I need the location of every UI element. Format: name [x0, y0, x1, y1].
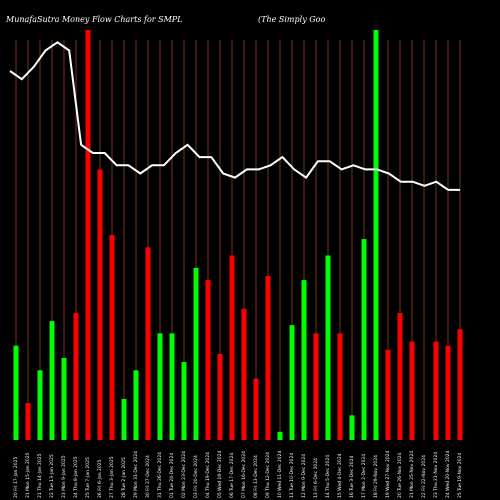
money-flow-bar — [145, 247, 151, 440]
money-flow-bar — [373, 30, 379, 440]
x-tick-label: 24 Thu 8-Jan 2025 — [73, 456, 79, 498]
money-flow-bar — [49, 321, 55, 440]
x-tick-label: 23 Thu 21-Nov 2024 — [433, 452, 439, 498]
x-tick-label: 21 Mon 25-Nov 2024 — [409, 451, 415, 498]
money-flow-bar — [121, 399, 127, 440]
money-flow-bar — [13, 345, 19, 440]
bars — [13, 30, 463, 440]
money-flow-bar — [385, 349, 391, 440]
x-tick-label: 08 Fri 13-Dec 2024 — [253, 455, 259, 498]
x-tick-label: 24 Wed 20-Nov 2024 — [445, 450, 451, 498]
money-flow-bar — [397, 312, 403, 440]
x-tick-label: 28 Tue 2-Jan 2025 — [121, 457, 127, 498]
x-tick-label: 20 Fri 17-Jan 2025 — [13, 456, 19, 498]
x-tick-label: 16 Tue 3-Dec 2024 — [349, 456, 355, 498]
money-flow-bar — [301, 280, 307, 440]
money-flow-bar — [325, 255, 331, 440]
x-tick-label: 04 Thu 19-Dec 2024 — [205, 452, 211, 498]
x-tick-label: 29 Mon 31-Dec 2024 — [133, 451, 139, 498]
money-flow-bar — [217, 353, 223, 440]
x-tick-label: 12 Mon 9-Dec 2024 — [301, 454, 307, 498]
x-tick-label: 18 Fri 29-Nov 2024 — [373, 455, 379, 498]
chart-title: MunafaSutra Money Flow Charts for SMPL — [5, 15, 183, 24]
money-flow-bar — [433, 341, 439, 440]
money-flow-bar — [409, 341, 415, 440]
x-tick-label: 07 Mon 16-Dec 2024 — [241, 451, 247, 498]
x-tick-label: 13 Fri 6-Dec 2024 — [313, 458, 319, 498]
price-line-layer — [9, 41, 460, 191]
x-tick-label: 26 Fri 6-Jan 2025 — [97, 459, 103, 498]
money-flow-bar — [61, 358, 67, 440]
x-tick-label: 30 Fri 27-Dec 2024 — [145, 455, 151, 498]
x-tick-label: 06 Tue 17-Dec 2024 — [229, 453, 235, 498]
money-flow-bar — [289, 325, 295, 440]
money-flow-bar — [277, 431, 283, 440]
money-flow-bar — [169, 333, 175, 440]
x-tick-labels: 20 Fri 17-Jan 2025 21 Mon 15-Jan 2025 21 T… — [13, 450, 463, 498]
money-flow-bar — [97, 169, 103, 440]
money-flow-bar — [73, 312, 79, 440]
grid-lines — [15, 40, 461, 440]
x-tick-label: 09 Thu 12-Dec 2024 — [265, 452, 271, 498]
x-tick-label: 05 Wed 18-Dec 2024 — [217, 451, 223, 498]
x-tick-label: 20 Tue 26-Nov 2024 — [397, 453, 403, 498]
x-tick-label: 02 Mon 23-Dec 2024 — [181, 451, 187, 498]
x-tick-label: 23 Mon 9-Jan 2025 — [61, 455, 67, 498]
x-tick-label: 22 Fri 22-Nov 2024 — [421, 455, 427, 498]
money-flow-bar — [349, 415, 355, 440]
money-flow-bar — [25, 403, 31, 440]
money-flow-bar — [265, 276, 271, 440]
money-flow-bar — [313, 333, 319, 440]
money-flow-bar — [133, 370, 139, 440]
price-line — [9, 41, 460, 191]
x-tick-label: 10 Wed 11-Dec 2024 — [277, 451, 283, 498]
money-flow-bar — [253, 378, 259, 440]
x-tick-label: 25 Tue 7-Jan 2025 — [85, 457, 91, 498]
money-flow-bar — [337, 333, 343, 440]
money-flow-bar — [37, 370, 43, 440]
money-flow-bar — [157, 333, 163, 440]
x-tick-label: 25 Tue 19-Nov 2024 — [457, 453, 463, 498]
money-flow-bar — [361, 239, 367, 440]
x-tick-label: 22 Tue 13-Jan 2025 — [49, 454, 55, 498]
money-flow-bar — [241, 308, 247, 440]
x-tick-label: 01 Tue 24-Dec 2024 — [169, 453, 175, 498]
x-tick-label: 21 Mon 15-Jan 2025 — [25, 452, 31, 498]
x-tick-label: 11 Tue 10-Dec 2024 — [289, 453, 295, 498]
chart-subtitle: (The Simply Goo — [258, 15, 325, 24]
x-tick-label: 21 Thu 14-Jan 2025 — [37, 453, 43, 498]
money-flow-bar — [85, 30, 91, 440]
money-flow-bar — [457, 329, 463, 440]
money-flow-bar — [181, 362, 187, 440]
x-tick-label: 03 Fri 20-Dec 2024 — [193, 455, 199, 498]
money-flow-bar — [445, 345, 451, 440]
x-tick-label: 17 Mon 2-Dec 2024 — [361, 454, 367, 498]
money-flow-bar — [109, 235, 115, 440]
money-flow-bar — [205, 280, 211, 440]
money-flow-bar — [229, 255, 235, 440]
x-tick-label: 14 Thu 5-Dec 2024 — [325, 455, 331, 498]
x-tick-label: 31 Thu 26-Dec 2024 — [157, 452, 163, 498]
x-tick-label: 15 Wed 4-Dec 2024 — [337, 453, 343, 498]
x-tick-label: 27 Thu 3-Jan 2025 — [109, 456, 115, 498]
money-flow-bar — [193, 267, 199, 440]
x-tick-label: 19 Wed 27-Nov 2024 — [385, 450, 391, 498]
